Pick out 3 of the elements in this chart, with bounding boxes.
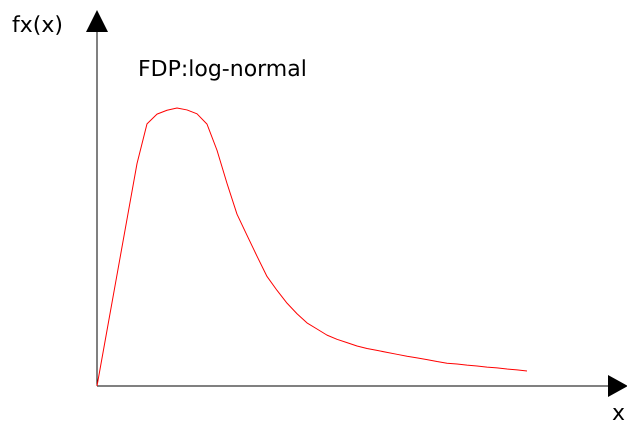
y-axis-title: fx(x): [12, 13, 63, 38]
x-axis-title: x: [612, 401, 626, 426]
chart-title: FDP:log-normal: [138, 57, 307, 82]
